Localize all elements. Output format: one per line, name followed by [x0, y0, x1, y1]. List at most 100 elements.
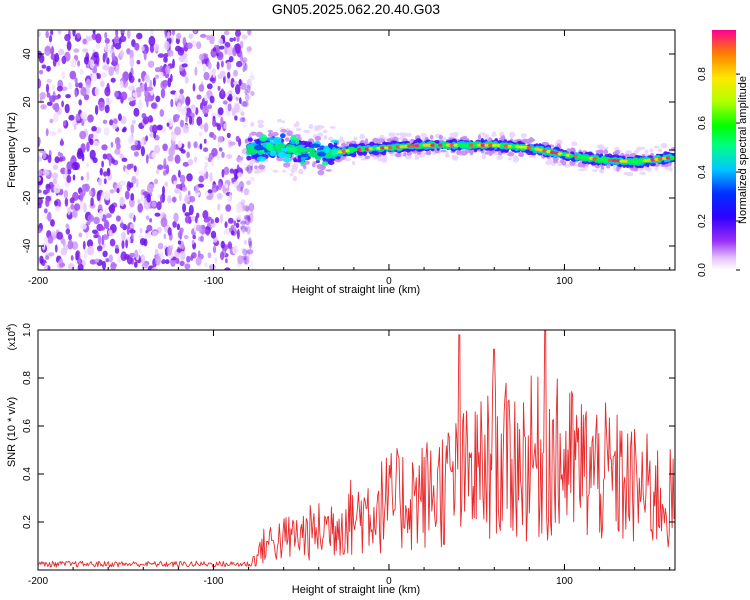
noise-blob: [180, 149, 186, 154]
noise-blob: [44, 51, 51, 56]
signal-blob: [317, 169, 325, 176]
noise-blob: [187, 190, 191, 196]
signal-core: [364, 147, 370, 151]
signal-blob: [598, 150, 603, 154]
noise-blob: [51, 172, 59, 180]
noise-blob: [38, 54, 45, 64]
noise-blob: [167, 31, 171, 39]
noise-blob: [130, 233, 134, 240]
noise-blob: [39, 69, 44, 75]
noise-blob: [146, 154, 149, 164]
noise-blob: [206, 195, 213, 200]
noise-blob: [111, 52, 116, 61]
signal-core: [418, 143, 424, 147]
signal-blob: [508, 157, 512, 161]
noise-blob: [98, 177, 103, 186]
signal-core: [665, 156, 671, 160]
signal-blob: [317, 132, 324, 138]
noise-blob: [175, 184, 182, 189]
noise-blob: [147, 60, 155, 68]
noise-blob: [188, 33, 194, 39]
noise-blob: [245, 206, 250, 212]
noise-blob: [91, 126, 97, 132]
signal-blob: [553, 159, 558, 164]
noise-blob: [52, 164, 59, 170]
noise-blob: [174, 154, 181, 164]
signal-core: [480, 143, 486, 147]
noise-blob: [45, 128, 49, 137]
noise-blob: [54, 52, 60, 63]
noise-blob: [70, 58, 77, 69]
signal-core: [646, 158, 652, 162]
noise-blob: [236, 184, 243, 192]
noise-blob: [193, 223, 197, 233]
noise-blob: [226, 154, 233, 159]
x-tick-label: -100: [203, 276, 223, 287]
noise-blob: [163, 158, 167, 168]
noise-blob: [246, 180, 251, 186]
signal-blob: [303, 129, 311, 134]
signal-blob: [406, 151, 413, 156]
noise-blob: [119, 196, 125, 207]
signal-core: [391, 145, 397, 149]
noise-blob: [116, 187, 120, 194]
noise-blob: [192, 234, 196, 240]
noise-blob: [184, 215, 191, 224]
noise-blob: [116, 143, 121, 150]
noise-blob: [217, 85, 221, 91]
snr-scale-factor: (x104): [6, 324, 18, 351]
noise-blob: [172, 220, 177, 228]
noise-blob: [171, 196, 177, 203]
noise-blob: [104, 44, 111, 53]
noise-blob: [99, 226, 106, 231]
noise-blob: [210, 218, 214, 224]
signal-core: [403, 144, 409, 148]
noise-blob: [173, 114, 180, 119]
noise-blob: [209, 95, 215, 104]
noise-blob: [57, 128, 62, 134]
signal-blob: [332, 149, 338, 154]
noise-blob: [179, 227, 184, 234]
noise-blob: [241, 225, 247, 233]
noise-blob: [238, 78, 242, 87]
signal-blob: [518, 151, 524, 157]
signal-core: [372, 147, 378, 151]
noise-blob: [39, 96, 43, 104]
colorbar-tick-label: 0.2: [697, 214, 708, 228]
signal-blob: [488, 150, 493, 156]
noise-blob: [176, 32, 182, 40]
snr-scale-exp: 4: [6, 327, 13, 331]
noise-blob: [72, 30, 76, 37]
noise-blob: [184, 212, 191, 217]
noise-blob: [176, 102, 182, 113]
signal-blob: [520, 133, 527, 138]
colorbar-tick-label: 0.4: [697, 165, 708, 179]
noise-blob: [153, 43, 160, 52]
noise-blob: [137, 199, 141, 205]
signal-blob: [529, 138, 536, 142]
noise-blob: [64, 33, 71, 42]
signal-blob: [250, 157, 255, 163]
noise-blob: [197, 60, 201, 65]
noise-blob: [102, 119, 108, 125]
signal-blob: [254, 165, 258, 170]
signal-blob: [596, 144, 603, 149]
noise-blob: [108, 229, 113, 236]
signal-core: [604, 158, 610, 162]
colorbar: 0.0 0.2 0.4 0.6 0.8 Normalized spectral ampl…: [697, 30, 749, 277]
signal-core: [461, 143, 467, 147]
noise-blob: [119, 35, 127, 43]
noise-blob: [100, 80, 105, 88]
noise-blob: [205, 171, 209, 180]
noise-blob: [81, 183, 89, 190]
noise-blob: [49, 131, 57, 137]
noise-blob: [171, 133, 176, 142]
noise-blob: [91, 72, 98, 82]
noise-blob: [236, 60, 243, 68]
noise-blob: [134, 249, 139, 259]
noise-blob: [46, 187, 50, 194]
signal-blob: [636, 146, 642, 152]
signal-blob: [623, 171, 631, 176]
noise-blob: [183, 235, 189, 239]
noise-blob: [234, 115, 238, 121]
